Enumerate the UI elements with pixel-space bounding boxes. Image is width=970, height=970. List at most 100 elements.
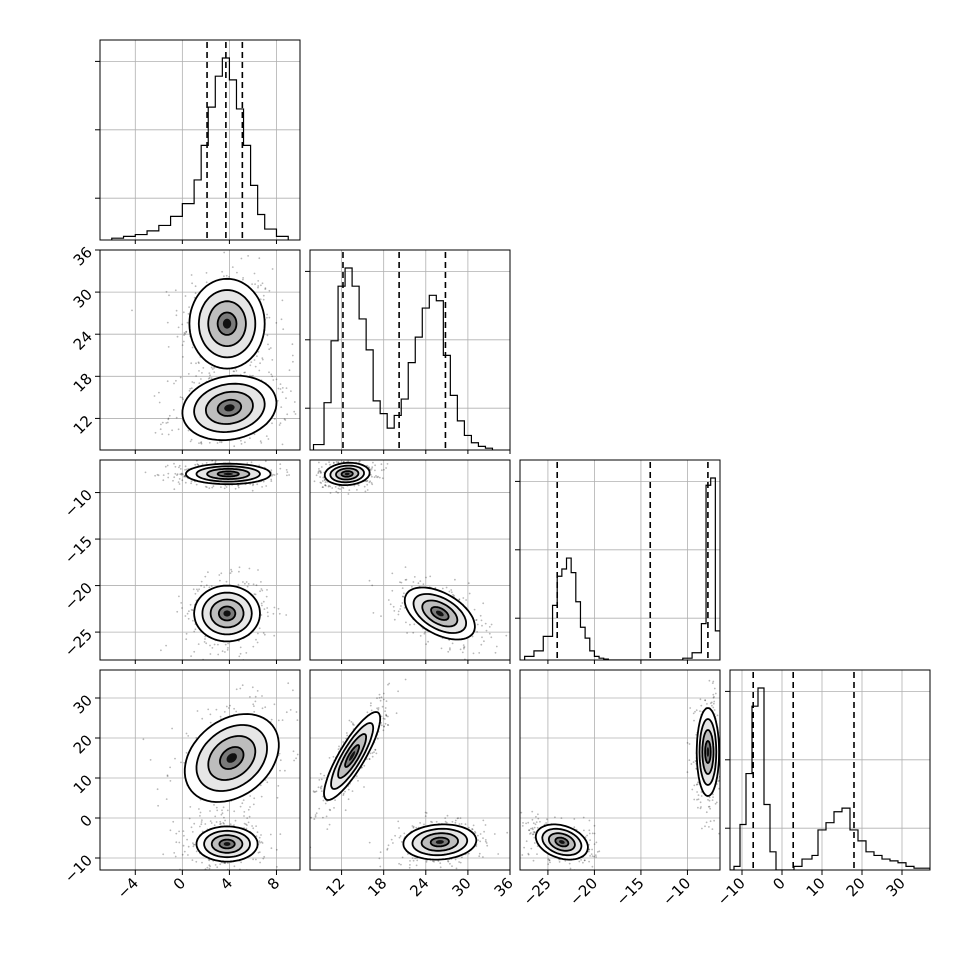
sample-point — [279, 463, 282, 465]
sample-point — [174, 289, 177, 292]
sample-point — [595, 841, 598, 844]
sample-point — [177, 326, 180, 329]
sample-point — [223, 862, 226, 864]
sample-point — [486, 844, 489, 847]
contour-line — [193, 584, 261, 643]
sample-point — [285, 614, 288, 616]
sample-point — [214, 460, 217, 463]
sample-point — [588, 848, 591, 851]
sample-point — [238, 570, 240, 573]
sample-point — [444, 817, 447, 819]
sample-point — [459, 817, 462, 819]
sample-point — [363, 485, 366, 488]
sample-point — [252, 803, 255, 806]
sample-point — [430, 820, 432, 823]
sample-point — [712, 680, 715, 683]
sample-point — [216, 366, 219, 368]
sample-point — [187, 373, 190, 375]
sample-point — [219, 579, 221, 582]
sample-point — [263, 608, 266, 610]
sample-point — [324, 484, 326, 487]
sample-point — [230, 568, 233, 571]
sample-point — [176, 473, 179, 475]
sample-point — [347, 788, 350, 791]
sample-point — [342, 487, 345, 489]
sample-point — [397, 610, 400, 613]
sample-point — [295, 757, 297, 760]
sample-point — [348, 489, 351, 491]
sample-point — [176, 335, 179, 338]
sample-point — [378, 696, 381, 699]
sample-point — [450, 589, 453, 591]
sample-point — [214, 461, 217, 464]
sample-point — [271, 268, 274, 270]
sample-point — [205, 486, 208, 488]
sample-point — [532, 828, 534, 831]
sample-point — [337, 748, 340, 751]
sample-point — [416, 859, 419, 862]
sample-point — [700, 791, 703, 793]
sample-point — [258, 627, 261, 630]
sample-point — [339, 488, 341, 490]
sample-point — [256, 690, 259, 692]
sample-point — [325, 463, 327, 466]
sample-point — [180, 761, 182, 764]
sample-point — [493, 833, 496, 835]
sample-point — [722, 724, 724, 726]
sample-point — [197, 590, 199, 592]
sample-point — [422, 583, 425, 586]
sample-point — [355, 456, 357, 458]
sample-point — [168, 294, 170, 297]
sample-point — [223, 251, 226, 254]
sample-point — [701, 827, 703, 830]
sample-point — [404, 678, 407, 681]
sample-point — [254, 593, 257, 596]
hist-panel-2 — [515, 459, 721, 661]
sample-point — [211, 486, 214, 489]
sample-point — [369, 480, 372, 483]
sample-point — [260, 284, 262, 287]
sample-point — [454, 821, 457, 824]
sample-point — [699, 698, 702, 701]
sample-point — [230, 570, 233, 573]
sample-point — [208, 867, 211, 870]
sample-point — [199, 815, 201, 817]
sample-point — [190, 608, 193, 611]
sample-point — [440, 647, 443, 650]
sample-point — [284, 419, 287, 421]
sample-point — [413, 576, 416, 578]
sample-point — [261, 695, 263, 697]
sample-point — [173, 382, 175, 385]
sample-point — [259, 440, 262, 443]
sample-point — [179, 376, 182, 379]
sample-point — [289, 709, 292, 711]
sample-point — [313, 791, 316, 793]
sample-point — [224, 643, 227, 646]
sample-point — [250, 361, 253, 363]
sample-point — [320, 785, 323, 788]
panel-frame — [309, 249, 511, 451]
sample-point — [241, 684, 244, 687]
sample-point — [198, 370, 200, 372]
sample-point — [334, 799, 336, 801]
sample-point — [397, 690, 399, 693]
sample-point — [185, 331, 188, 333]
sample-point — [270, 373, 273, 376]
sample-point — [255, 825, 257, 827]
sample-point — [463, 647, 465, 650]
sample-point — [220, 486, 222, 488]
sample-point — [329, 463, 331, 466]
sample-point — [696, 798, 698, 801]
sample-point — [190, 387, 193, 390]
sample-point — [288, 369, 291, 372]
contour-line — [188, 277, 266, 370]
sample-point — [237, 583, 240, 586]
sample-point — [261, 604, 263, 607]
sample-point — [173, 488, 176, 491]
sample-point — [177, 454, 179, 456]
sample-point — [549, 861, 551, 864]
sample-point — [322, 799, 325, 802]
sample-point — [366, 483, 369, 486]
sample-point — [695, 783, 698, 786]
sample-point — [192, 845, 195, 848]
